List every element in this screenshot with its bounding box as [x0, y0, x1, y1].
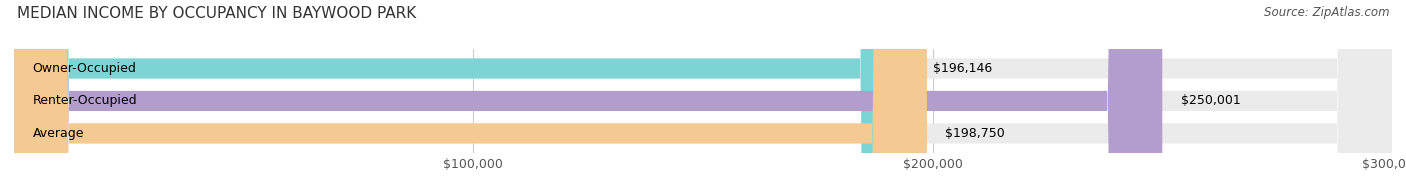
Text: Average: Average [32, 127, 84, 140]
Text: MEDIAN INCOME BY OCCUPANCY IN BAYWOOD PARK: MEDIAN INCOME BY OCCUPANCY IN BAYWOOD PA… [17, 6, 416, 21]
Text: $250,001: $250,001 [1181, 94, 1240, 107]
Text: Renter-Occupied: Renter-Occupied [32, 94, 136, 107]
FancyBboxPatch shape [14, 0, 1163, 196]
FancyBboxPatch shape [14, 0, 1392, 196]
Text: $196,146: $196,146 [934, 62, 993, 75]
Text: $198,750: $198,750 [945, 127, 1005, 140]
Text: Owner-Occupied: Owner-Occupied [32, 62, 136, 75]
FancyBboxPatch shape [14, 0, 1392, 196]
FancyBboxPatch shape [14, 0, 1392, 196]
FancyBboxPatch shape [14, 0, 927, 196]
Text: Source: ZipAtlas.com: Source: ZipAtlas.com [1264, 6, 1389, 19]
FancyBboxPatch shape [14, 0, 915, 196]
